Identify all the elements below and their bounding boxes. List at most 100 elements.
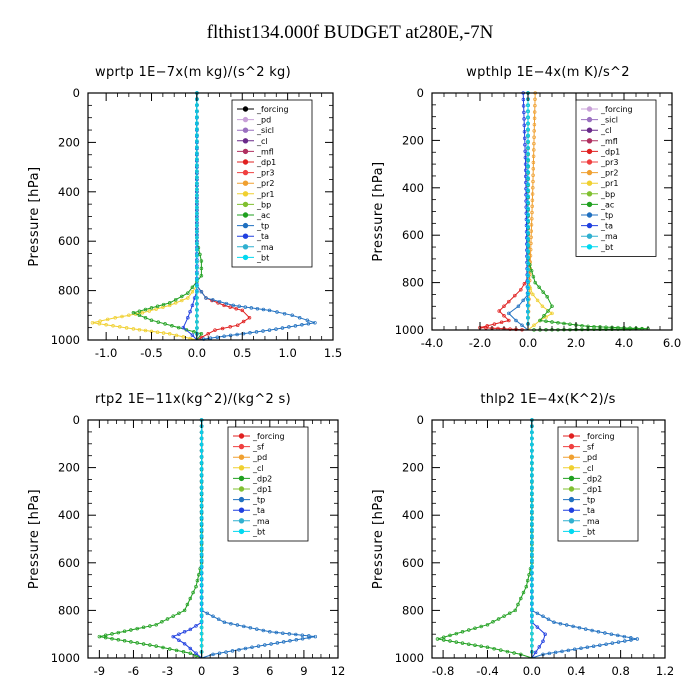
legend-label: _tp — [582, 496, 595, 505]
series-marker — [531, 167, 536, 171]
series-marker — [526, 152, 530, 156]
series-marker — [199, 619, 204, 624]
series-marker — [195, 302, 199, 306]
series-marker — [195, 169, 199, 174]
series-marker — [199, 509, 204, 514]
series-marker — [155, 330, 160, 334]
series-marker — [199, 460, 204, 465]
legend-swatch-marker — [568, 528, 575, 535]
series-marker — [192, 330, 196, 334]
legend-swatch-marker — [242, 201, 249, 208]
series-marker — [530, 570, 534, 575]
series-marker — [195, 133, 199, 137]
x-tick-label: 0.0 — [519, 336, 537, 350]
series-marker — [195, 127, 199, 131]
series-marker — [118, 325, 122, 329]
y-tick-label: 1000 — [395, 651, 424, 665]
series-marker — [526, 285, 530, 290]
series-marker — [195, 223, 199, 228]
series-marker — [237, 304, 241, 308]
series-marker — [268, 630, 272, 634]
series-marker — [460, 641, 465, 645]
series-marker — [460, 630, 465, 634]
series-marker — [256, 644, 261, 648]
series-marker — [530, 497, 534, 502]
series-marker — [195, 271, 199, 276]
series-marker — [530, 534, 534, 538]
series-marker — [156, 320, 161, 324]
series-marker — [97, 321, 102, 326]
series-marker — [297, 316, 302, 320]
series-marker — [129, 640, 133, 644]
legend-swatch-marker — [568, 454, 575, 460]
legend-swatch-marker — [238, 454, 245, 460]
series-marker — [195, 211, 199, 216]
series-marker — [215, 335, 220, 339]
chart-wprtp: wprtp 1E−7x(m kg)/(s^2 kg) Pressure [hPa]… — [27, 65, 342, 360]
series-marker — [195, 193, 199, 198]
series-marker — [579, 646, 583, 651]
series-marker — [195, 115, 199, 119]
legend-label: _mfl — [256, 147, 274, 156]
series-marker — [149, 306, 154, 310]
legend-swatch-marker — [242, 148, 249, 155]
series-marker — [530, 637, 534, 642]
series-marker — [530, 558, 534, 563]
series-marker — [235, 332, 239, 337]
x-tick-label: 4.0 — [615, 336, 633, 350]
y-axis-label: Pressure [hPa] — [371, 489, 386, 589]
series-marker — [122, 629, 127, 634]
series-marker — [546, 309, 550, 313]
series-marker — [213, 328, 217, 332]
series-marker — [550, 320, 554, 324]
legend-label: _sicl — [600, 116, 618, 125]
series-marker — [556, 320, 560, 325]
series-marker — [526, 133, 530, 138]
series-marker — [537, 645, 542, 649]
series-marker — [526, 103, 530, 107]
series-markers — [171, 418, 204, 655]
series-marker — [198, 252, 202, 257]
series-marker — [524, 584, 529, 589]
series-marker — [526, 200, 530, 205]
x-tick-label: -6 — [128, 664, 139, 678]
series-marker — [199, 491, 204, 495]
series-marker — [530, 515, 534, 520]
series-marker — [191, 590, 195, 595]
series-marker — [222, 334, 226, 339]
x-tick-label: 12 — [331, 664, 346, 678]
series-marker — [127, 313, 131, 318]
legend-label: _cl — [252, 464, 264, 473]
series-marker — [541, 639, 545, 644]
series-marker — [199, 576, 204, 581]
series-marker — [568, 322, 572, 326]
series-marker — [234, 306, 238, 311]
series-marker — [195, 253, 199, 258]
series-marker — [294, 638, 299, 642]
series-marker — [529, 241, 533, 246]
legend-label: _ta — [256, 232, 269, 241]
series-marker — [526, 188, 530, 192]
legend-swatch-marker — [586, 106, 593, 112]
series-marker — [522, 130, 527, 134]
series-marker — [479, 644, 483, 648]
series-marker — [186, 296, 190, 300]
legend-label: _forcing — [600, 105, 633, 114]
series-marker — [514, 318, 518, 323]
series-marker — [241, 319, 246, 324]
y-tick-label: 400 — [402, 181, 424, 195]
series-marker — [190, 285, 195, 290]
series-marker — [507, 318, 511, 323]
series-marker — [124, 326, 129, 330]
series-marker — [294, 632, 298, 637]
series-marker — [167, 332, 172, 336]
legend-swatch-marker — [242, 233, 249, 239]
series-marker — [195, 314, 199, 318]
series-marker — [546, 617, 551, 622]
series-marker — [274, 327, 278, 331]
series-marker — [181, 335, 186, 339]
series-marker — [275, 310, 279, 314]
series-marker — [199, 644, 204, 648]
series-marker — [526, 231, 530, 235]
legend-label: _dp1 — [582, 485, 602, 494]
